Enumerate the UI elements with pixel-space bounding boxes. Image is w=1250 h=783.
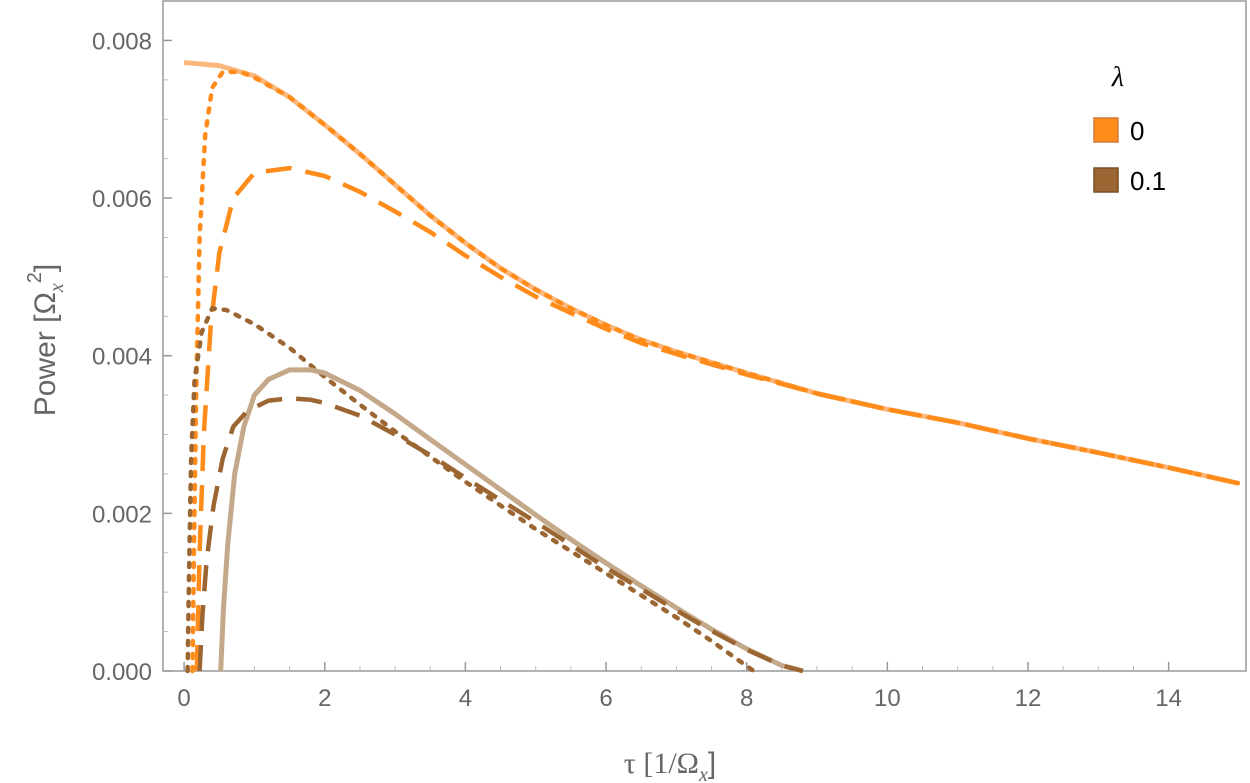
y-axis-label-pre: Power [Ω (29, 292, 62, 416)
plot-frame (162, 0, 1247, 672)
y-tick-label: 0.006 (92, 186, 152, 213)
y-tick-label: 0.004 (92, 344, 152, 371)
y-tick-label: 0.002 (92, 501, 152, 528)
legend-label-0: 0 (1130, 116, 1144, 146)
series-line-solid-lambda-0 (183, 60, 1240, 486)
x-tick-label: 4 (459, 685, 472, 712)
series-line-dashed-lambda-0-1 (197, 396, 804, 674)
x-axis-ticks: 0 2 4 6 8 10 12 14 (177, 662, 1182, 712)
y-axis-label-sub: x (46, 283, 68, 293)
x-tick-label: 0 (177, 685, 190, 712)
series-line-dotted-lambda-0 (190, 69, 1242, 674)
x-tick-label: 14 (1155, 685, 1182, 712)
legend-swatch-1 (1093, 167, 1119, 193)
series-layer (183, 60, 1242, 674)
x-tick-label: 6 (599, 685, 612, 712)
x-tick-label: 10 (874, 685, 901, 712)
series-line-dotted-lambda-0-1 (185, 306, 756, 674)
x-tick-label: 8 (740, 685, 753, 712)
legend-label-1: 0.1 (1130, 166, 1166, 196)
y-axis-label-sup: 2 (24, 272, 46, 283)
y-axis-label-post: ] (29, 264, 62, 272)
legend-swatch-0 (1093, 117, 1119, 143)
y-axis-ticks: 0.000 0.002 0.004 0.006 0.008 (92, 28, 172, 686)
x-axis-label-post: ] (708, 747, 716, 780)
x-tick-label: 12 (1015, 685, 1042, 712)
legend-title: λ (1111, 62, 1124, 93)
x-axis-label: τ [1/Ωx] (624, 747, 716, 783)
x-axis-label-sub: x (698, 764, 708, 783)
y-tick-label: 0.000 (92, 659, 152, 686)
y-axis-label: Power [Ωx2] (24, 264, 68, 417)
x-tick-label: 2 (318, 685, 331, 712)
x-axis-label-pre: τ [1/Ω (624, 747, 699, 780)
y-tick-label: 0.008 (92, 28, 152, 55)
legend: λ 0 0.1 (1093, 62, 1166, 196)
series-line-dashed-lambda-0 (194, 165, 1240, 672)
series-line-solid-lambda-0-1 (218, 367, 804, 674)
